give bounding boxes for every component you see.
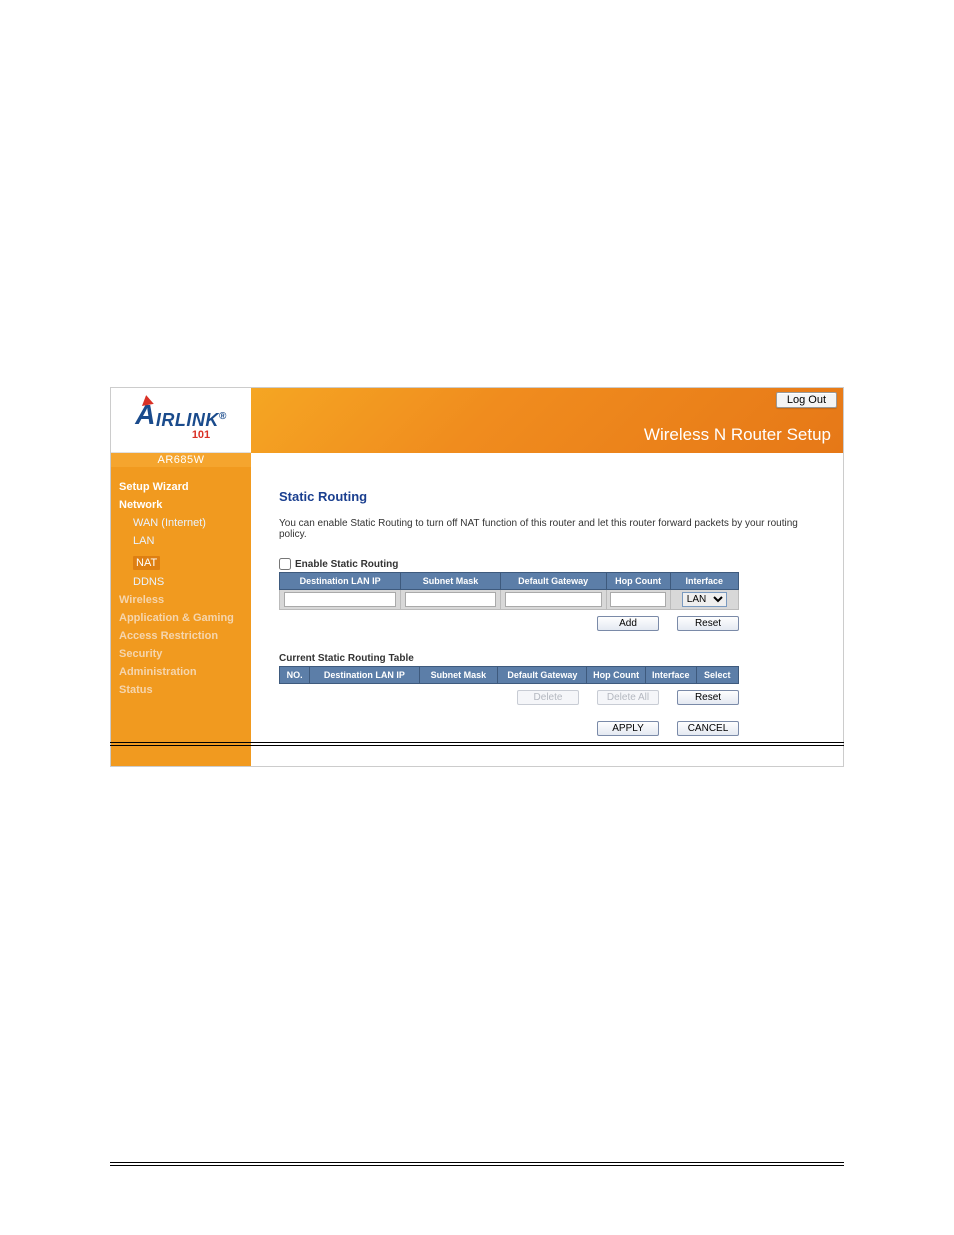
list-col-gw: Default Gateway	[498, 667, 587, 684]
current-routing-table: NO. Destination LAN IP Subnet Mask Defau…	[279, 666, 739, 684]
logout-button[interactable]: Log Out	[776, 392, 837, 408]
model-strip: AR685W	[111, 453, 251, 467]
dest-ip-input[interactable]	[284, 592, 396, 607]
sidebar: Setup Wizard Network WAN (Internet) LAN …	[111, 467, 251, 766]
enable-static-routing-checkbox[interactable]	[279, 558, 291, 570]
enable-static-routing-label: Enable Static Routing	[295, 559, 398, 570]
col-header-mask: Subnet Mask	[401, 573, 500, 590]
col-header-dest: Destination LAN IP	[280, 573, 401, 590]
logo-main-text: IRLINK	[156, 410, 219, 430]
router-admin-window: AIRLINK® 101 Log Out Wireless N Router S…	[110, 387, 844, 767]
sidebar-item-app-gaming[interactable]: Application & Gaming	[119, 612, 243, 624]
logo-cell: AIRLINK® 101	[111, 388, 251, 453]
add-route-table: Destination LAN IP Subnet Mask Default G…	[279, 572, 739, 610]
sidebar-item-wan[interactable]: WAN (Internet)	[133, 517, 243, 529]
apply-cancel-row: APPLY CANCEL	[279, 721, 739, 736]
col-header-hop: Hop Count	[606, 573, 670, 590]
add-button[interactable]: Add	[597, 616, 659, 631]
content-area: Static Routing You can enable Static Rou…	[251, 467, 843, 766]
sidebar-item-wireless[interactable]: Wireless	[119, 594, 243, 606]
sidebar-item-security[interactable]: Security	[119, 648, 243, 660]
sidebar-item-nat[interactable]: NAT	[133, 556, 160, 570]
sidebar-item-access-restriction[interactable]: Access Restriction	[119, 630, 243, 642]
list-col-dest: Destination LAN IP	[310, 667, 419, 684]
sidebar-item-setup-wizard[interactable]: Setup Wizard	[119, 481, 243, 493]
brand-logo: AIRLINK®	[135, 399, 227, 431]
logo-a-letter: A	[135, 399, 156, 431]
list-col-if: Interface	[645, 667, 696, 684]
banner-title: Wireless N Router Setup	[644, 425, 831, 445]
delete-all-button[interactable]: Delete All	[597, 690, 659, 705]
cancel-button[interactable]: CANCEL	[677, 721, 739, 736]
sidebar-item-network[interactable]: Network	[119, 499, 243, 511]
col-header-if: Interface	[670, 573, 738, 590]
subnet-mask-input[interactable]	[405, 592, 496, 607]
list-col-mask: Subnet Mask	[419, 667, 498, 684]
sidebar-item-ddns[interactable]: DDNS	[133, 576, 243, 588]
reset-table-button[interactable]: Reset	[677, 690, 739, 705]
enable-static-routing-row[interactable]: Enable Static Routing	[279, 558, 823, 570]
page-title: Static Routing	[279, 489, 823, 504]
col-header-gw: Default Gateway	[500, 573, 606, 590]
reset-form-button[interactable]: Reset	[677, 616, 739, 631]
hop-count-input[interactable]	[610, 592, 667, 607]
default-gateway-input[interactable]	[505, 592, 602, 607]
apply-button[interactable]: APPLY	[597, 721, 659, 736]
current-table-title: Current Static Routing Table	[279, 653, 823, 664]
delete-button[interactable]: Delete	[517, 690, 579, 705]
sidebar-item-lan[interactable]: LAN	[133, 535, 243, 547]
interface-select[interactable]: LAN WAN	[682, 592, 727, 607]
add-reset-row: Add Reset	[279, 616, 739, 631]
header-banner: Log Out Wireless N Router Setup	[251, 388, 843, 453]
header-row: AIRLINK® 101 Log Out Wireless N Router S…	[111, 388, 843, 453]
page-description: You can enable Static Routing to turn of…	[279, 518, 823, 540]
divider-upper	[110, 740, 844, 748]
list-col-no: NO.	[280, 667, 310, 684]
delete-row: Delete Delete All Reset	[279, 690, 739, 705]
list-col-hop: Hop Count	[587, 667, 646, 684]
divider-lower	[110, 1160, 844, 1168]
sidebar-item-status[interactable]: Status	[119, 684, 243, 696]
body-row: Setup Wizard Network WAN (Internet) LAN …	[111, 467, 843, 766]
sidebar-item-administration[interactable]: Administration	[119, 666, 243, 678]
list-col-sel: Select	[696, 667, 739, 684]
